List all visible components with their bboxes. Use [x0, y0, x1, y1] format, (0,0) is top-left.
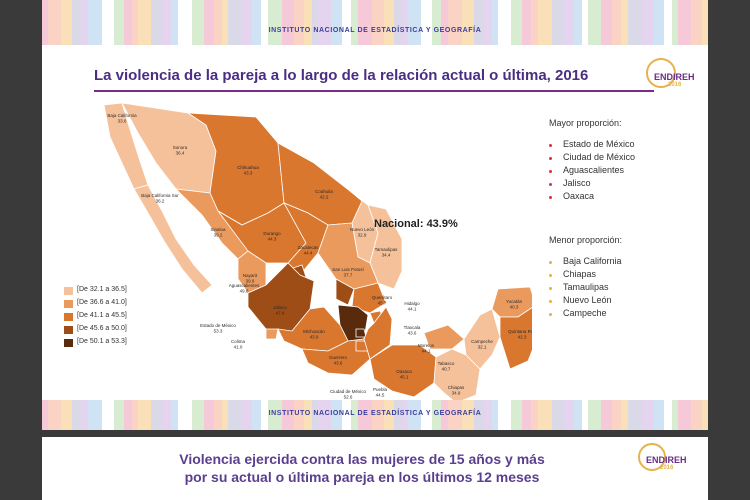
map-state-label: Tlaxcala 43.6 — [404, 325, 421, 336]
list-item: Ciudad de México — [549, 152, 699, 165]
map-state-label: Estado de México 53.3 — [200, 323, 236, 334]
map-state-label: Michoacán 43.9 — [303, 329, 325, 340]
list-item: Nuevo León — [549, 295, 699, 308]
mexico-choropleth-map: Baja California 33.6 Baja California Sur 36… — [103, 102, 532, 404]
list-item: Oaxaca — [549, 191, 699, 204]
map-state-label: Baja California 33.6 — [107, 113, 137, 124]
map-state-label: Yucatán 40.3 — [506, 299, 523, 310]
bullet-icon — [549, 274, 552, 277]
list-item: Campeche — [549, 308, 699, 321]
map-state-label: Coahuila 42.2 — [315, 189, 333, 200]
map-region-chiapas — [433, 348, 481, 404]
map-region-quintana-roo — [499, 307, 532, 370]
map-region-querétaro — [335, 278, 355, 306]
bullet-icon — [549, 287, 552, 290]
map-state-label: Chiapas 34.9 — [448, 385, 465, 396]
bullet-icon — [549, 144, 552, 147]
bullet-icon — [549, 261, 552, 264]
map-state-label: Morelos 44.1 — [418, 343, 435, 354]
map-state-label: Baja California Sur 36.2 — [141, 193, 179, 204]
bullet-icon — [549, 170, 552, 173]
map-state-label: Zacatecas 44.4 — [298, 245, 320, 256]
map-state-label: Ciudad de México 52.6 — [330, 389, 367, 400]
legend-swatch — [64, 313, 73, 321]
map-region-ciudad-de-méxico — [355, 328, 367, 338]
map-state-label: Quintana Roo42.3 — [508, 329, 532, 340]
next-slide-preview: Violencia ejercida contra las mujeres de… — [42, 437, 708, 500]
map-region-michoacán — [277, 306, 349, 352]
map-state-label: Chihuahua 43.3 — [237, 165, 259, 176]
footer-mosaic — [42, 400, 708, 430]
lowest-heading: Menor proporción: — [549, 235, 623, 245]
map-state-label: Campeche 32.1 — [471, 339, 493, 350]
bullet-icon — [549, 196, 552, 199]
national-value: Nacional: 43.9% — [374, 218, 458, 230]
lowest-proportion-list: Menor proporción: Baja California Chiapa… — [549, 235, 699, 321]
map-region-jalisco — [247, 262, 315, 332]
map-region-campeche — [463, 308, 501, 370]
map-state-label: Puebla 44.5 — [373, 387, 388, 398]
title-divider — [94, 90, 654, 92]
map-state-label: Nuevo León 32.9 — [350, 227, 375, 238]
endireh-logo-small: ENDIREH 2016 — [634, 441, 694, 479]
map-state-label: Guerrero 43.6 — [329, 355, 348, 366]
map-region-tamaulipas — [367, 204, 403, 290]
bullet-icon — [549, 313, 552, 316]
map-state-label: Jalisco 47.4 — [273, 305, 287, 316]
bullet-icon — [549, 157, 552, 160]
list-item: Tamaulipas — [549, 282, 699, 295]
map-state-label: Hidalgo 44.1 — [404, 301, 420, 312]
bullet-icon — [549, 300, 552, 303]
bullet-icon — [549, 183, 552, 186]
highest-heading: Mayor proporción: — [549, 118, 622, 128]
map-state-label: Sinaloa 39.2 — [210, 227, 226, 238]
map-state-label: Querétaro 45.7 — [372, 295, 393, 306]
slide-map: INSTITUTO NACIONAL DE ESTADÍSTICA Y GEOG… — [42, 0, 708, 430]
header-mosaic — [42, 0, 708, 45]
list-item: Baja California — [549, 256, 699, 269]
map-region-colima — [265, 328, 279, 340]
map-region-zacatecas — [283, 202, 329, 276]
highest-proportion-list: Mayor proporción: Estado de México Ciuda… — [549, 118, 699, 204]
list-item: Chiapas — [549, 269, 699, 282]
map-region-hidalgo — [351, 282, 387, 314]
header-institute-label: INSTITUTO NACIONAL DE ESTADÍSTICA Y GEOG… — [268, 27, 482, 34]
map-state-label: Tabasco 40.7 — [438, 361, 455, 372]
endireh-logo: ENDIREH 2016 — [642, 56, 702, 94]
map-region-baja-california-sur — [133, 184, 213, 294]
map-state-label: Sonora 36.4 — [173, 145, 188, 156]
map-state-label: Aguascalientes 49.8 — [229, 283, 260, 294]
footer-institute-label: INSTITUTO NACIONAL DE ESTADÍSTICA Y GEOG… — [268, 410, 482, 417]
map-state-label: Tamaulipas 34.4 — [375, 247, 399, 258]
legend-swatch — [64, 339, 73, 347]
map-state-label: Colima 41.0 — [231, 339, 246, 350]
legend-swatch — [64, 300, 73, 308]
legend-swatch — [64, 326, 73, 334]
map-region-puebla — [363, 306, 393, 360]
legend-swatch — [64, 287, 73, 295]
map-state-label: Durango 44.3 — [263, 231, 281, 242]
map-state-label: Nayarit 39.9 — [243, 273, 258, 284]
list-item: Estado de México — [549, 139, 699, 152]
next-slide-title: Violencia ejercida contra las mujeres de… — [179, 451, 545, 485]
list-item: Aguascalientes — [549, 165, 699, 178]
list-item: Jalisco — [549, 178, 699, 191]
map-state-label: Oaxaca 45.1 — [396, 369, 412, 380]
slide-title: La violencia de la pareja a lo largo de … — [94, 67, 589, 84]
map-region-tabasco — [423, 324, 465, 350]
map-state-label: San Luis Potosí 37.7 — [332, 267, 364, 278]
